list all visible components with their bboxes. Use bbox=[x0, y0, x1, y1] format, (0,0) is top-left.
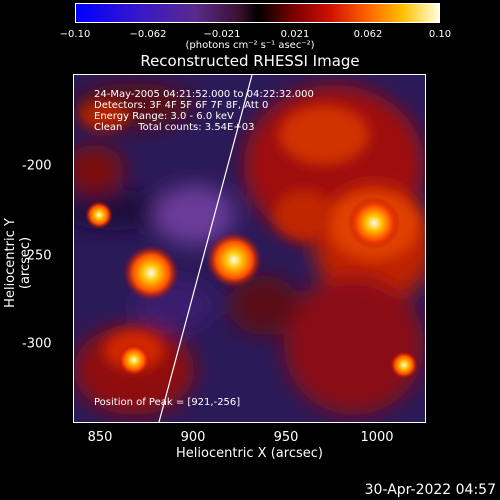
y-tick-label: -200 bbox=[22, 158, 52, 174]
colorbar-gradient bbox=[76, 4, 439, 22]
limb-line bbox=[158, 75, 253, 422]
y-axis-label: Heliocentric Y (arcsec) bbox=[3, 218, 33, 308]
time-range-text: 24-May-2005 04:21:52.000 to 04:22:32.000 bbox=[94, 89, 314, 100]
x-tick-label: 850 bbox=[87, 430, 113, 445]
colorbar-tick: −0.062 bbox=[129, 29, 167, 40]
x-tick-label: 900 bbox=[180, 430, 206, 445]
x-tick-label: 950 bbox=[273, 430, 299, 445]
colorbar-units: (photons cm⁻² s⁻¹ asec⁻²) bbox=[185, 40, 315, 51]
colorbar-tick: 0.062 bbox=[353, 29, 383, 40]
colorbar-tick: 0.10 bbox=[428, 29, 452, 40]
y-tick-label: -300 bbox=[22, 336, 52, 352]
image-title: Reconstructed RHESSI Image bbox=[140, 52, 360, 70]
x-tick-label: 1000 bbox=[360, 430, 394, 445]
colorbar-tick: −0.10 bbox=[59, 29, 91, 40]
energy-range-text: Energy Range: 3.0 - 6.0 keV bbox=[94, 111, 234, 122]
colorbar-tick: 0.021 bbox=[280, 29, 310, 40]
flux-map bbox=[74, 75, 425, 422]
y-tick-label: -250 bbox=[22, 248, 52, 264]
peak-position-text: Position of Peak = [921,-256] bbox=[94, 397, 241, 408]
timestamp: 30-Apr-2022 04:57 bbox=[364, 482, 496, 498]
colorbar-tick: −0.021 bbox=[203, 29, 241, 40]
rhessi-image: 24-May-2005 04:21:52.000 to 04:22:32.000… bbox=[73, 74, 426, 423]
x-axis-label: Heliocentric X (arcsec) bbox=[176, 446, 323, 461]
detectors-text: Detectors: 3F 4F 5F 6F 7F 8F, Att 0 bbox=[94, 100, 269, 111]
clean-counts-text: Clean Total counts: 3.54E+03 bbox=[94, 122, 255, 133]
colorbar bbox=[75, 3, 440, 23]
